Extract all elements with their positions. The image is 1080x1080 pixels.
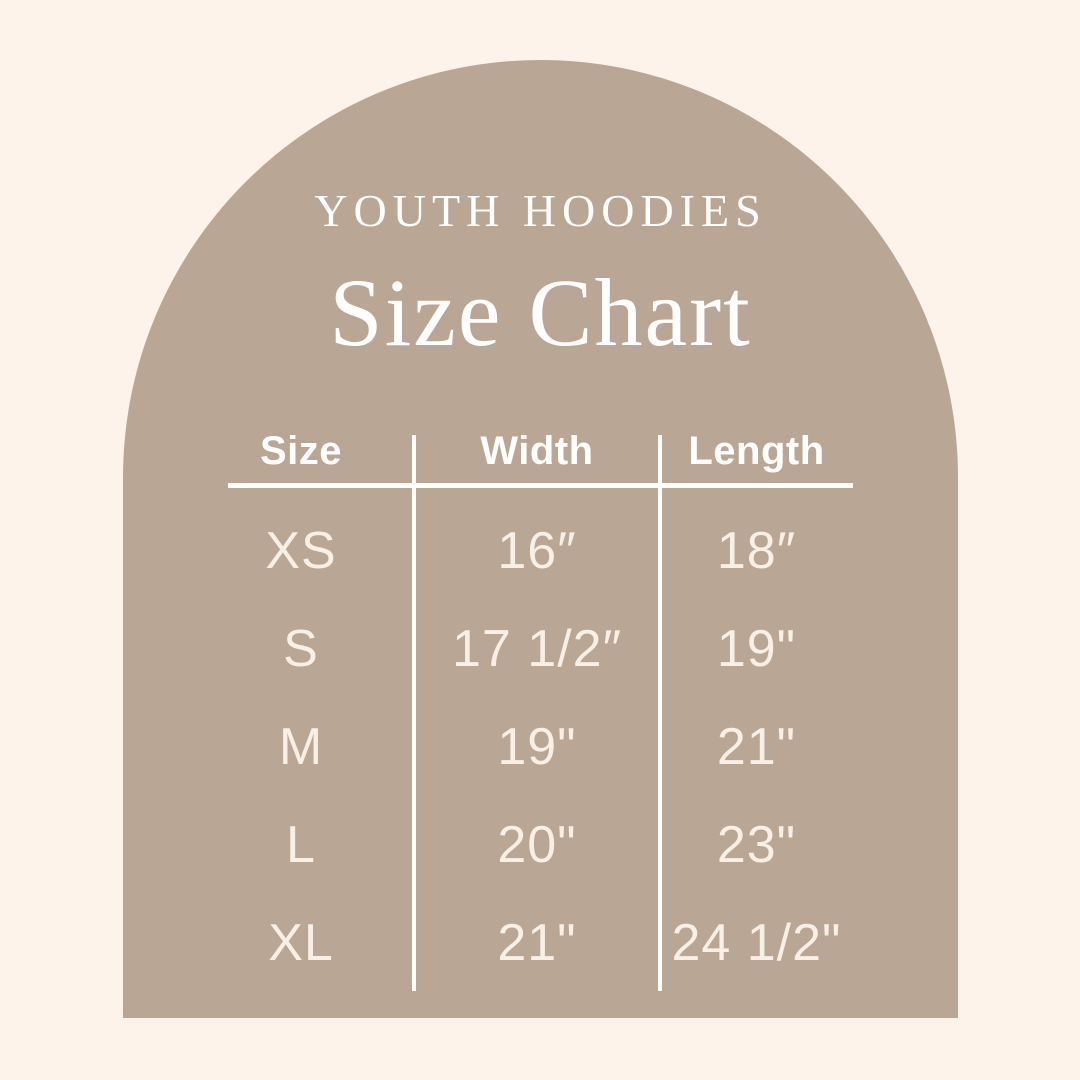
table-body: XS 16″ 18″ S 17 1/2″ 19" M 19" 21" L 20" — [228, 488, 853, 992]
cell-length: 21" — [716, 718, 797, 776]
column-header-size: Size — [259, 429, 343, 473]
cell-size: XS — [265, 522, 337, 580]
table-row-m: M 19" 21" — [228, 698, 853, 796]
cell-width: 16″ — [497, 522, 577, 580]
arch-background: YOUTH HOODIES Size Chart Size Width Leng… — [123, 60, 958, 1018]
table-row-xs: XS 16″ 18″ — [228, 502, 853, 600]
cell-size: M — [278, 718, 324, 776]
cell-width: 19" — [497, 718, 577, 776]
header-divider-line — [228, 483, 853, 488]
cell-length: 24 1/2" — [671, 914, 842, 972]
table-row-xl: XL 21" 24 1/2" — [228, 894, 853, 992]
cell-width: 20" — [497, 816, 577, 874]
size-table: Size Width Length XS 16″ 18″ S 17 1/2″ 1… — [228, 420, 853, 992]
cell-size: XL — [268, 914, 334, 972]
column-divider-1 — [412, 435, 416, 991]
cell-size: S — [283, 620, 319, 678]
cell-length: 23" — [716, 816, 797, 874]
column-header-width: Width — [480, 429, 594, 473]
table-row-s: S 17 1/2″ 19" — [228, 600, 853, 698]
table-header-row: Size Width Length — [228, 420, 853, 483]
cell-width: 21" — [497, 914, 577, 972]
cell-width: 17 1/2″ — [452, 620, 622, 678]
subtitle: YOUTH HOODIES — [314, 185, 767, 236]
table-row-l: L 20" 23" — [228, 796, 853, 894]
cell-size: L — [286, 816, 316, 874]
cell-length: 19" — [716, 620, 797, 678]
cell-length: 18″ — [716, 522, 797, 580]
page-title: Size Chart — [329, 259, 752, 366]
column-header-length: Length — [688, 429, 825, 473]
column-divider-2 — [658, 435, 662, 991]
